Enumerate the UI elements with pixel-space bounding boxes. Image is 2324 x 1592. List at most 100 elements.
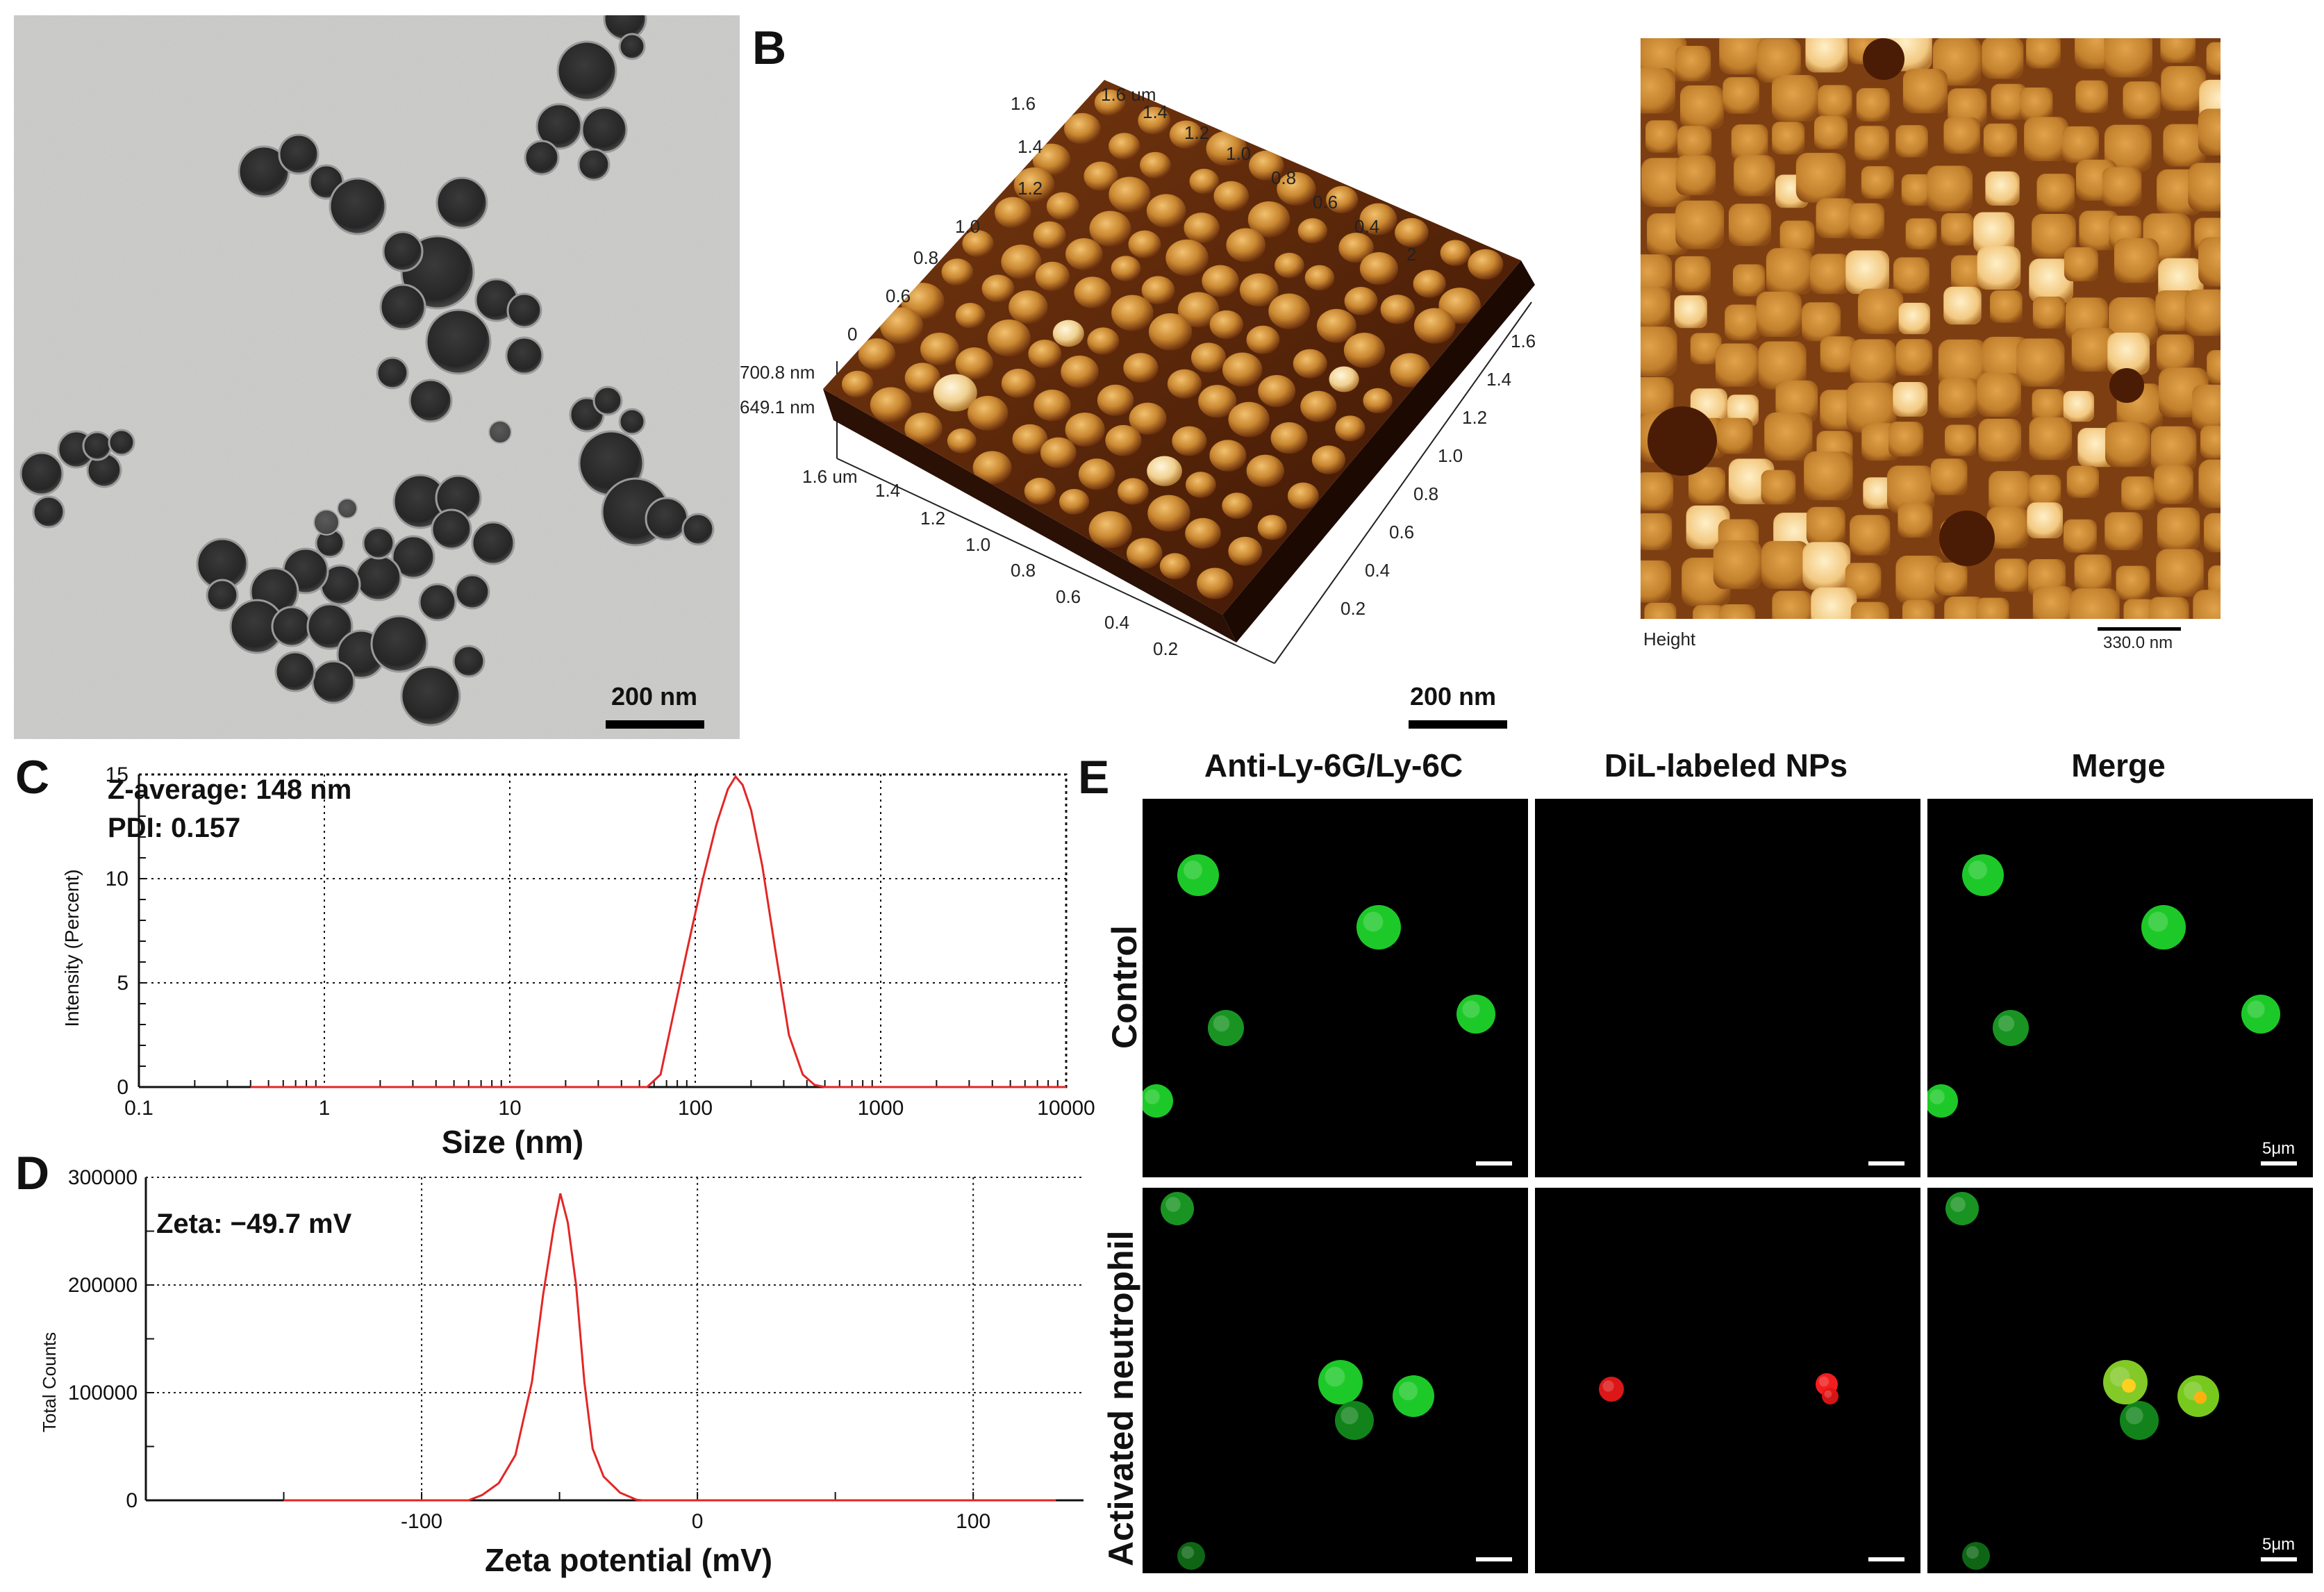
afm-3d-grain [1129, 402, 1167, 435]
afm-3d-grain [1189, 168, 1219, 194]
micro-control-green-cells [1143, 854, 1495, 1118]
afm-2d-grain [1927, 165, 1973, 212]
afm-2d-grain [1728, 204, 1772, 247]
afm-3d-surface: 1.6 1.4 1.2 1.0 0.8 0.6 0 1.6 um 1.4 1.2… [740, 80, 1536, 664]
afm-2d-grain [2198, 108, 2221, 156]
afm-2d-grain [2161, 66, 2206, 111]
cell-highlight [1325, 1366, 1345, 1387]
fluorescent-cell [1945, 1192, 1979, 1225]
afm-3d-grain [1468, 249, 1504, 280]
afm-3d-grain [1413, 308, 1456, 344]
fluorescent-cell [1822, 1388, 1839, 1404]
afm-3d-grain [1046, 192, 1079, 221]
svg-text:1.4: 1.4 [875, 480, 900, 501]
afm-3d-grain [870, 387, 912, 423]
afm-3d-grain [1343, 333, 1385, 368]
afm-2d-grain [2063, 519, 2097, 553]
afm-3d-grain [1190, 342, 1227, 373]
afm-3d-grain [1052, 320, 1084, 347]
afm-2d-grain [1802, 302, 1841, 342]
afm-3d-grain [981, 274, 1015, 303]
afm-3d-grain [1013, 167, 1055, 203]
micro-scale-label: 5μm [2262, 1139, 2296, 1158]
afm-3d-grain [1304, 265, 1335, 291]
afm-2d-grain [2198, 459, 2221, 508]
chart-zeta-potential: -100 0 100 0 100000 200000 300000 Zeta: −49.7 … [39, 1166, 1084, 1578]
svg-text:1.6: 1.6 [1511, 331, 1536, 351]
afm-3d-grain [1440, 240, 1471, 266]
afm-3d-grain [1213, 181, 1250, 212]
svg-text:0.8: 0.8 [913, 247, 938, 268]
afm-2d-grain [1856, 88, 1890, 122]
afm-3d-grain [968, 395, 1009, 431]
afm-3d-grain [1390, 353, 1431, 388]
afm-2d-grain [2074, 554, 2111, 592]
afm-3d-grain [1088, 511, 1132, 549]
afm-3d-grain [1111, 295, 1154, 331]
afm-2d-grain [2157, 334, 2194, 372]
cell-highlight [1341, 1407, 1359, 1425]
micro-control-green [1143, 799, 1528, 1177]
afm-2d-grain [2071, 327, 2116, 372]
afm-3d-grain [1239, 273, 1279, 307]
cell-highlight [1929, 1089, 1945, 1104]
afm-2d-grain [1732, 264, 1766, 297]
afm-2d-grain [1857, 288, 1904, 334]
afm-3d-grain [1246, 325, 1280, 354]
fluorescent-cell [1993, 1010, 2029, 1046]
afm-2d-grain [1895, 125, 1928, 158]
micro-activated-red-cells [1599, 1373, 1839, 1404]
afm-3d-grain [1138, 106, 1171, 135]
svg-text:1.0: 1.0 [965, 534, 990, 555]
fluorescent-cell [2241, 995, 2280, 1034]
svg-text:1.2: 1.2 [1462, 407, 1487, 428]
afm-2d-grain [2123, 599, 2157, 619]
afm-2d-grain [2029, 474, 2061, 507]
afm-3d-grain [1035, 261, 1070, 292]
afm-2d-grain [2192, 384, 2221, 429]
panel-label-d: D [15, 1147, 50, 1200]
micro-scale-bar [1476, 1557, 1512, 1561]
afm-3d-grain [1197, 567, 1234, 599]
cell-highlight [1968, 861, 1987, 879]
afm-3d-grain [1185, 517, 1221, 549]
afm-3d-grain [920, 332, 959, 366]
afm-2d-grain [2066, 465, 2099, 498]
afm-3d-grain [1300, 390, 1337, 422]
afm-2d-grain [2029, 258, 2074, 304]
afm-2d-grain [2069, 588, 2120, 619]
panel-label-c: C [15, 751, 50, 804]
afm-2d-grain [1675, 256, 1711, 292]
fluorescent-cell [1143, 1084, 1173, 1118]
afm-3d-grain [1139, 151, 1171, 179]
afm-2d-grain [2029, 417, 2073, 461]
svg-text:0.6: 0.6 [1389, 522, 1414, 542]
afm-3d-grain [1126, 538, 1163, 569]
afm-3d-grain [1344, 286, 1378, 315]
afm-2d-grain [1989, 471, 2032, 514]
micro-scale-label: 5μm [2262, 1535, 2296, 1554]
cell-highlight [1165, 1197, 1181, 1212]
chart-c-x-tick-label: 0.1 [124, 1097, 153, 1120]
afm-2d-grain [2032, 213, 2076, 258]
afm-3d-grain [933, 374, 977, 412]
afm-2d-gap [2109, 368, 2144, 403]
col-header-merge: Merge [2071, 747, 2166, 783]
svg-text:1.6: 1.6 [1011, 93, 1036, 114]
afm-3d-grain [1034, 389, 1071, 422]
afm-2d-grain [1723, 77, 1760, 114]
afm-2d-grain [1731, 124, 1768, 161]
afm-3d-grain [1087, 327, 1120, 355]
svg-text:1.2: 1.2 [920, 508, 945, 529]
afm-2d-grain [1863, 477, 1895, 509]
afm-2d-grain [1679, 85, 1724, 129]
afm-2d-grain [2163, 124, 2206, 167]
afm-2d-grain [2160, 38, 2196, 63]
chart-d-x-tick-label: 100 [956, 1510, 990, 1533]
afm-2d-grain [2032, 389, 2065, 422]
cell-highlight [1602, 1380, 1614, 1392]
micro-scale-bar [1476, 1161, 1512, 1166]
svg-text:1.6 um: 1.6 um [1101, 84, 1156, 105]
afm-2d-grain [1898, 503, 1933, 538]
afm-3d-grain [1363, 388, 1393, 414]
